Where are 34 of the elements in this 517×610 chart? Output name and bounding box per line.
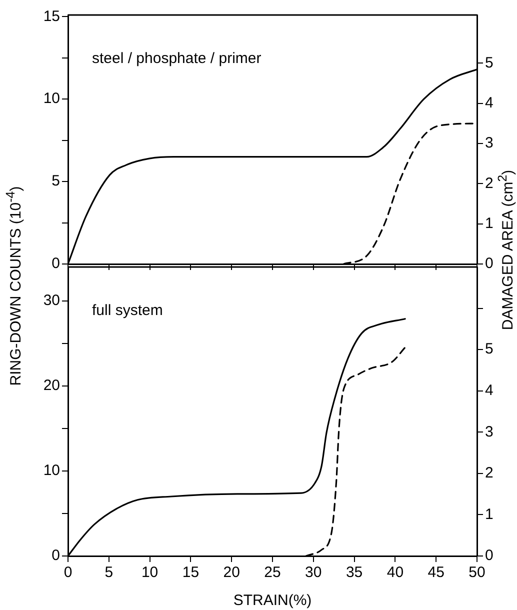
- y2-tick-label: 5: [485, 54, 494, 72]
- y2-tick-label: 3: [485, 134, 494, 152]
- x-axis-title: STRAIN(%): [233, 592, 312, 610]
- x-tick-label: 20: [223, 564, 240, 582]
- y2-tick-label: 3: [485, 423, 494, 440]
- y-tick-label: 5: [52, 172, 60, 190]
- x-tick-label: 10: [141, 564, 158, 582]
- x-tick-label: 40: [386, 564, 404, 582]
- y2-tick-label: 0: [485, 547, 494, 564]
- y-tick-label: 10: [43, 462, 60, 480]
- y2-tick-label: 4: [485, 382, 494, 399]
- y-tick-label: 10: [43, 90, 60, 108]
- x-tick-label: 35: [346, 564, 363, 582]
- y-tick-label: 15: [43, 8, 60, 25]
- y2-tick-label: 5: [485, 340, 494, 358]
- x-tick-label: 45: [428, 564, 444, 582]
- annotation: steel / phosphate / primer: [92, 50, 262, 68]
- y2-tick-label: 0: [485, 255, 494, 272]
- x-tick-label: 5: [104, 564, 114, 582]
- y-tick-label: 30: [43, 292, 60, 310]
- x-tick-label: 50: [468, 564, 486, 582]
- y-tick-label: 0: [52, 255, 60, 272]
- y2-tick-label: 1: [485, 214, 494, 232]
- y-tick-label: 0: [52, 547, 60, 564]
- y2-tick-label: 4: [485, 94, 494, 112]
- y2-tick-label: 1: [485, 506, 494, 523]
- x-tick-label: 30: [305, 564, 322, 582]
- annotation: full system: [92, 302, 163, 320]
- x-tick-label: 25: [264, 564, 281, 582]
- x-tick-label: 15: [182, 564, 200, 582]
- y2-tick-label: 2: [485, 464, 494, 482]
- x-tick-label: 0: [64, 564, 72, 582]
- y2-tick-label: 2: [485, 174, 494, 192]
- y-tick-label: 20: [43, 377, 60, 394]
